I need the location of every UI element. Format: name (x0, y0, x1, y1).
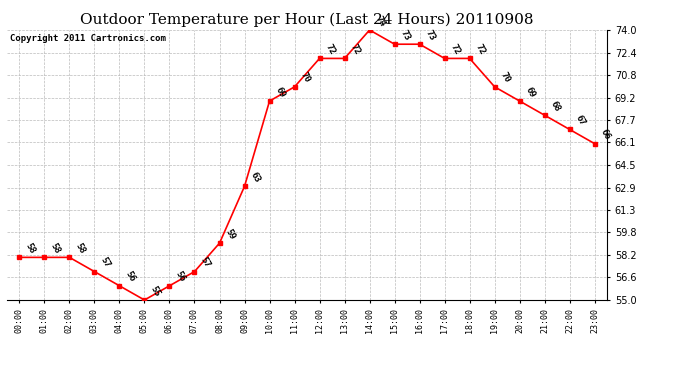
Text: 57: 57 (99, 256, 112, 269)
Text: 58: 58 (48, 242, 61, 255)
Text: 72: 72 (348, 42, 362, 56)
Text: 68: 68 (549, 99, 562, 113)
Text: 63: 63 (248, 170, 262, 184)
Text: 73: 73 (424, 28, 437, 42)
Text: 59: 59 (224, 227, 237, 241)
Text: 72: 72 (474, 42, 487, 56)
Text: 57: 57 (199, 256, 212, 269)
Text: 72: 72 (448, 42, 462, 56)
Text: 70: 70 (499, 71, 512, 85)
Text: 69: 69 (524, 85, 537, 99)
Text: 55: 55 (148, 284, 161, 298)
Text: 72: 72 (324, 42, 337, 56)
Text: 56: 56 (174, 270, 187, 284)
Text: 69: 69 (274, 85, 287, 99)
Text: 73: 73 (399, 28, 412, 42)
Text: 67: 67 (574, 114, 587, 127)
Title: Outdoor Temperature per Hour (Last 24 Hours) 20110908: Outdoor Temperature per Hour (Last 24 Ho… (80, 13, 534, 27)
Text: 58: 58 (23, 242, 37, 255)
Text: Copyright 2011 Cartronics.com: Copyright 2011 Cartronics.com (10, 34, 166, 43)
Text: 66: 66 (599, 128, 612, 141)
Text: 56: 56 (124, 270, 137, 284)
Text: 58: 58 (74, 242, 87, 255)
Text: 74: 74 (374, 14, 387, 28)
Text: 70: 70 (299, 71, 312, 85)
